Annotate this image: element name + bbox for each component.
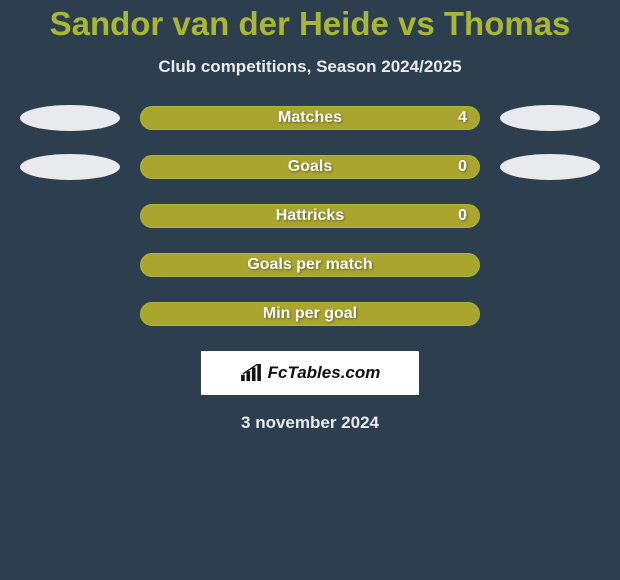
spacer	[500, 301, 600, 327]
stat-label: Matches	[278, 109, 342, 127]
logo-text: FcTables.com	[268, 363, 381, 383]
stat-row: Hattricks 0	[0, 203, 620, 229]
spacer	[20, 252, 120, 278]
player-left-marker	[20, 105, 120, 131]
stat-bar: Goals 0	[140, 155, 480, 179]
player-left-marker	[20, 154, 120, 180]
spacer	[20, 301, 120, 327]
stat-row: Matches 4	[0, 105, 620, 131]
stat-bar: Matches 4	[140, 106, 480, 130]
subtitle: Club competitions, Season 2024/2025	[158, 57, 461, 77]
logo-box[interactable]: FcTables.com	[201, 351, 419, 395]
player-right-marker	[500, 154, 600, 180]
stat-bar: Goals per match	[140, 253, 480, 277]
chart-icon	[240, 364, 262, 382]
date-text: 3 november 2024	[241, 413, 379, 433]
stat-label: Goals	[288, 158, 332, 176]
stat-label: Hattricks	[276, 207, 344, 225]
page-title: Sandor van der Heide vs Thomas	[50, 5, 571, 43]
stat-label: Min per goal	[263, 305, 357, 323]
stat-value: 0	[458, 207, 467, 225]
spacer	[20, 203, 120, 229]
stats-container: Sandor van der Heide vs Thomas Club comp…	[0, 0, 620, 433]
stat-row: Min per goal	[0, 301, 620, 327]
stat-label: Goals per match	[247, 256, 372, 274]
stat-value: 4	[458, 109, 467, 127]
player-right-marker	[500, 105, 600, 131]
stat-row: Goals 0	[0, 154, 620, 180]
spacer	[500, 252, 600, 278]
stat-value: 0	[458, 158, 467, 176]
stat-rows: Matches 4 Goals 0 Hattricks 0 Goals per match M…	[0, 105, 620, 327]
stat-bar: Hattricks 0	[140, 204, 480, 228]
stat-bar: Min per goal	[140, 302, 480, 326]
spacer	[500, 203, 600, 229]
stat-row: Goals per match	[0, 252, 620, 278]
